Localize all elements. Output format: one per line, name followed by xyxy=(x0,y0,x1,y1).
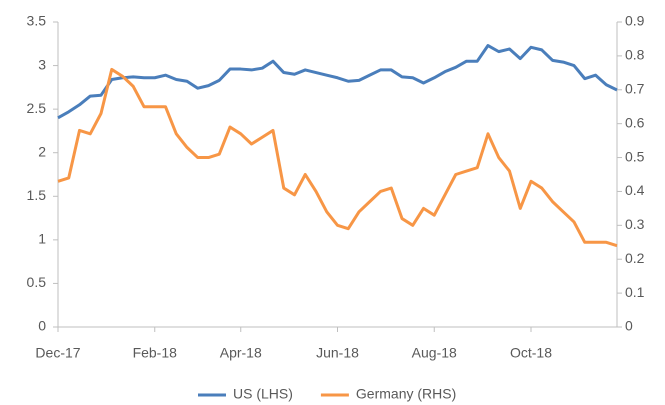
y2-tick-label: 0.9 xyxy=(625,13,645,29)
y-tick-label: 1 xyxy=(38,231,46,247)
y2-tick-label: 0 xyxy=(625,318,633,334)
y-tick-label: 2.5 xyxy=(27,100,47,116)
y-tick-label: 0 xyxy=(38,318,46,334)
y2-tick-label: 0.5 xyxy=(625,148,645,164)
x-tick-label: Jun-18 xyxy=(316,345,359,361)
y2-tick-label: 0.3 xyxy=(625,216,645,232)
y2-tick-label: 0.7 xyxy=(625,80,645,96)
y-tick-label: 3.5 xyxy=(27,13,47,29)
series-line xyxy=(57,67,618,248)
legend-label: US (LHS) xyxy=(233,386,293,402)
series-line xyxy=(57,44,618,120)
x-tick-label: Aug-18 xyxy=(412,345,457,361)
y2-tick-label: 0.8 xyxy=(625,47,645,63)
y2-tick-label: 0.1 xyxy=(625,284,645,300)
y-tick-label: 2 xyxy=(38,143,46,159)
y-tick-label: 3 xyxy=(38,56,46,72)
y-tick-label: 0.5 xyxy=(27,274,47,290)
y2-tick-label: 0.4 xyxy=(625,182,645,198)
y-tick-label: 1.5 xyxy=(27,187,47,203)
x-tick-label: Apr-18 xyxy=(220,345,262,361)
legend-label: Germany (RHS) xyxy=(356,386,456,402)
x-tick-label: Oct-18 xyxy=(510,345,552,361)
y2-tick-label: 0.6 xyxy=(625,114,645,130)
y2-tick-label: 0.2 xyxy=(625,250,645,266)
x-tick-label: Feb-18 xyxy=(133,345,178,361)
x-tick-label: Dec-17 xyxy=(35,345,80,361)
